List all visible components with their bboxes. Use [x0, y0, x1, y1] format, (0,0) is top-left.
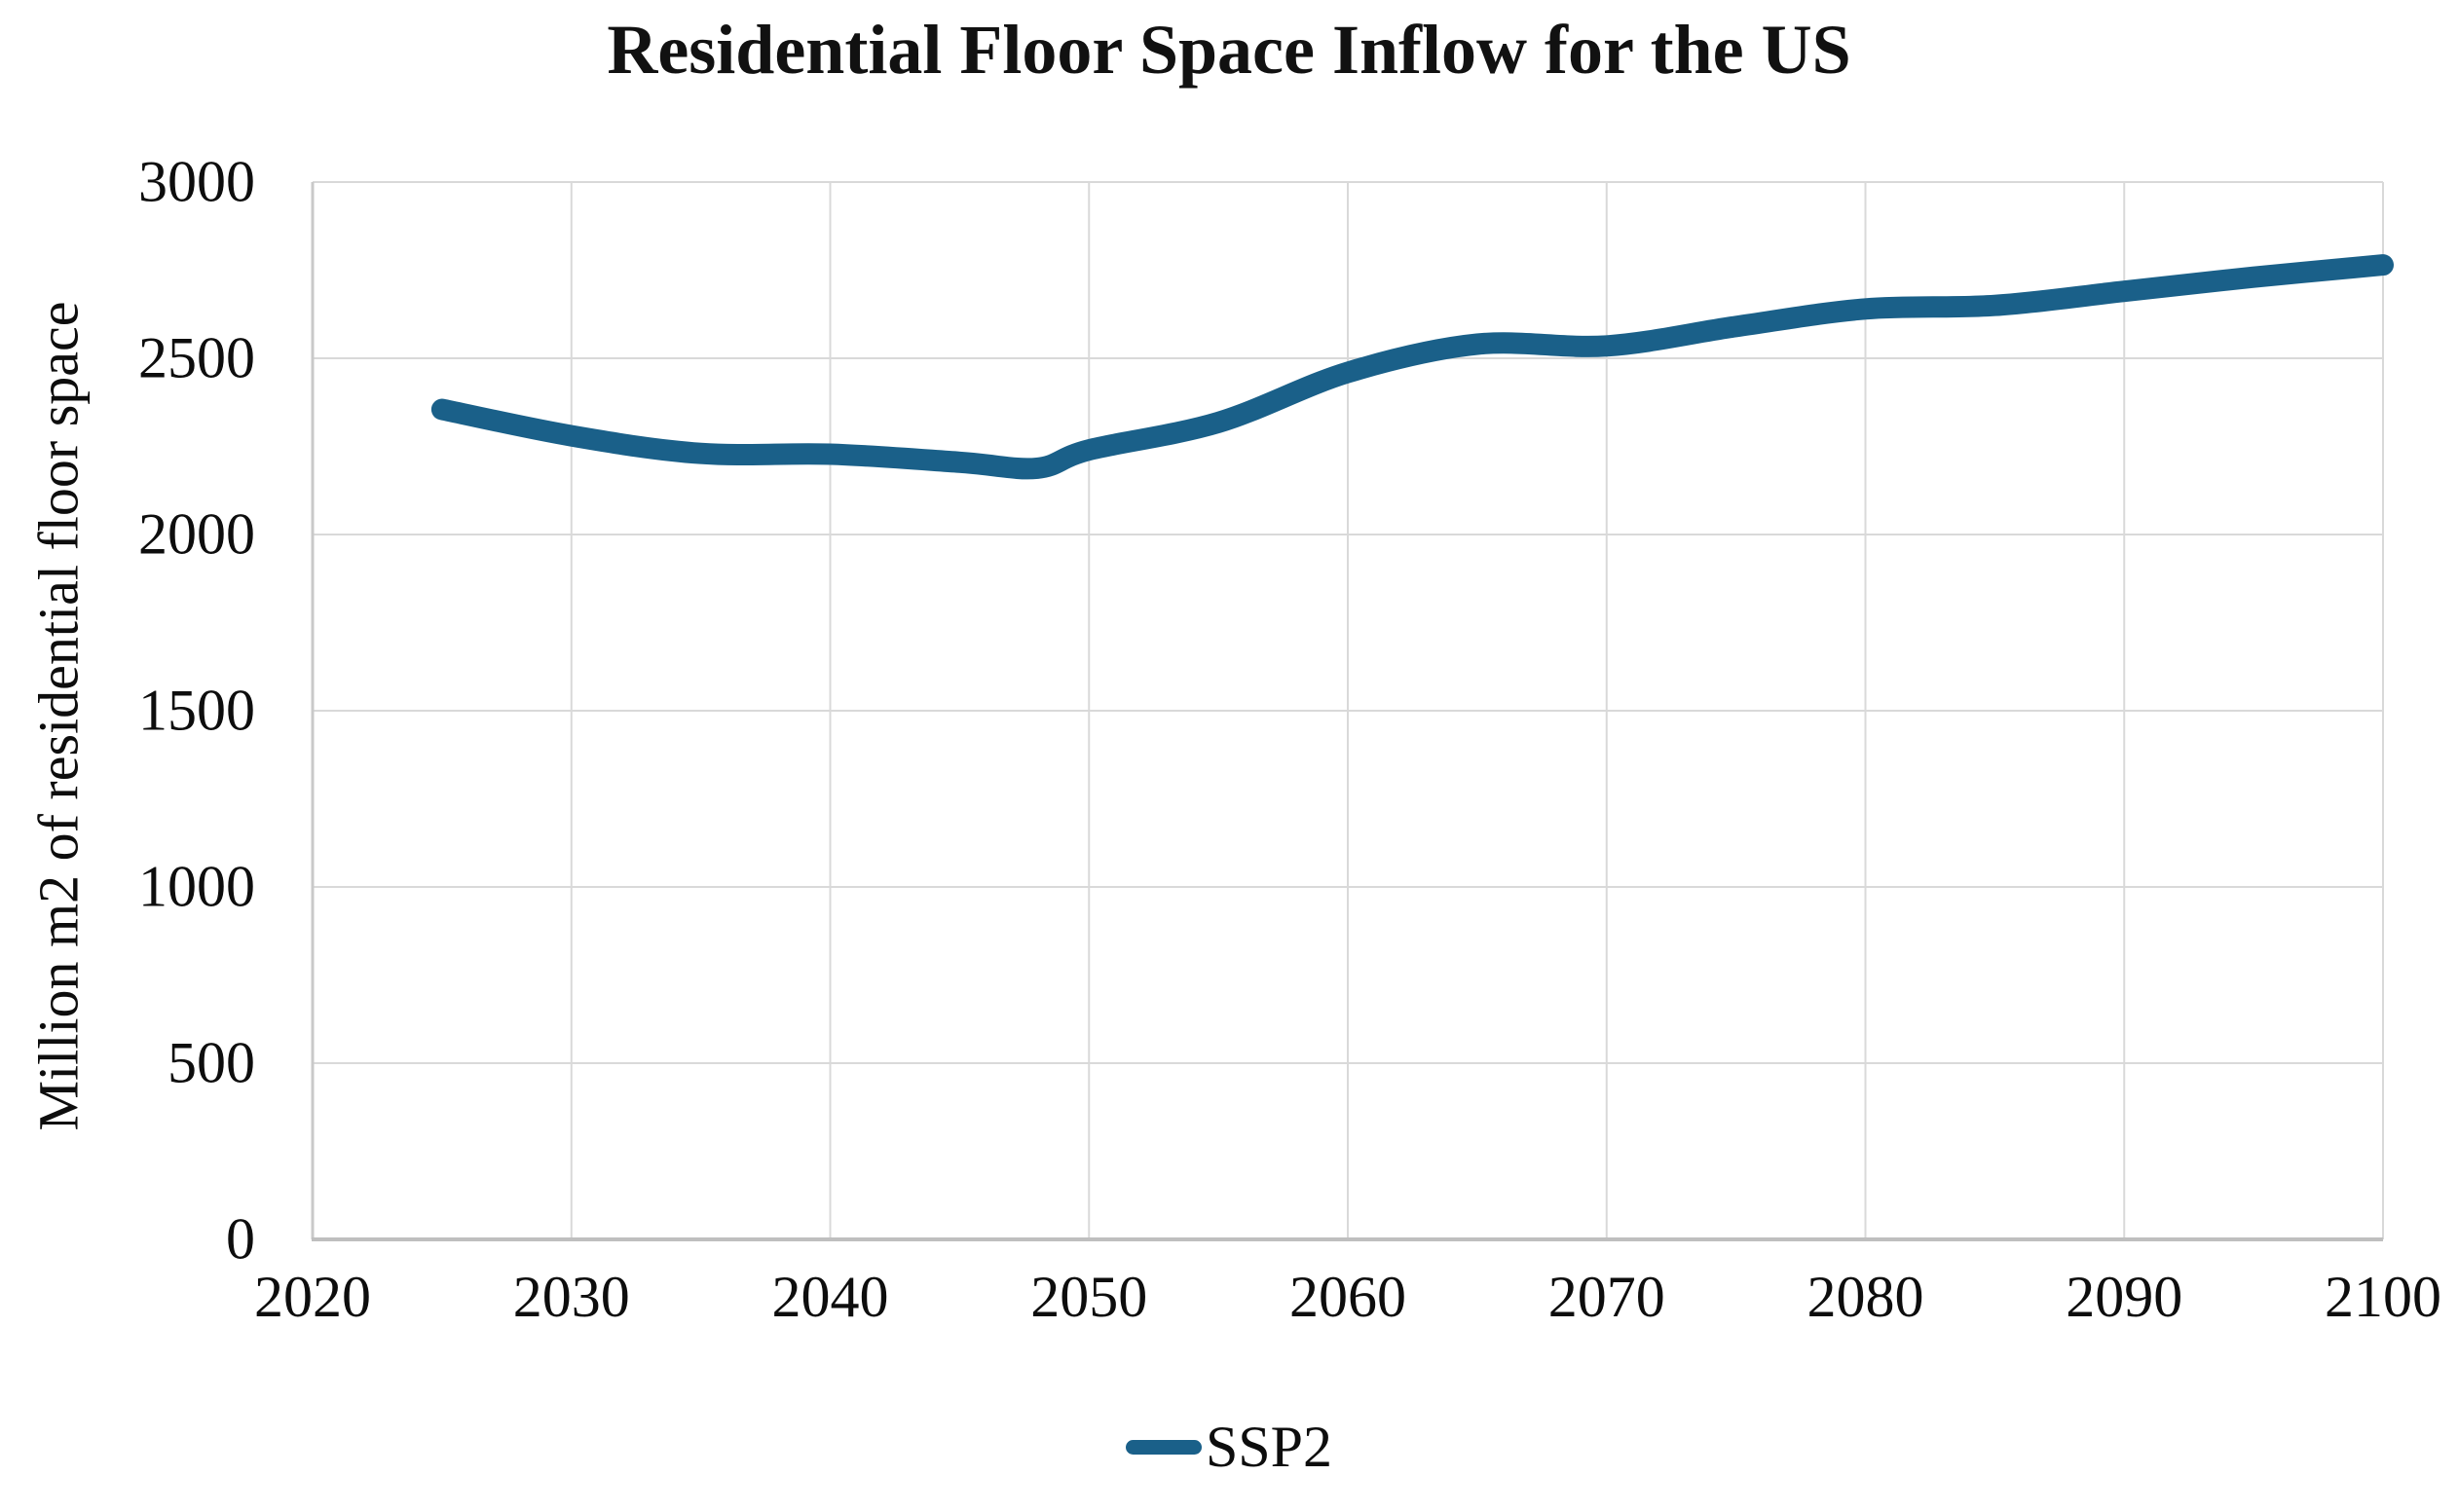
x-tick-label: 2090 — [2066, 1265, 2183, 1329]
y-tick-label: 1500 — [138, 678, 255, 743]
x-tick-label: 2040 — [771, 1265, 889, 1329]
legend-label: SSP2 — [1205, 1415, 1333, 1479]
series-line-ssp2 — [430, 254, 2394, 480]
y-tick-label: 2000 — [138, 501, 255, 567]
y-tick-label: 2500 — [138, 325, 255, 390]
chart-title: Residential Floor Space Inflow for the U… — [607, 11, 1851, 89]
y-tick-label: 3000 — [138, 149, 255, 214]
x-tick-label: 2080 — [1806, 1265, 1924, 1329]
axis-lines — [311, 182, 2383, 1241]
x-tick-label: 2020 — [254, 1265, 371, 1329]
y-tick-label: 1000 — [138, 854, 255, 919]
gridlines — [313, 181, 2384, 1239]
legend: SSP2 — [0, 1414, 2458, 1481]
x-tick-label: 2050 — [1030, 1265, 1148, 1329]
y-axis-title: Million m2 of residential floor space — [26, 301, 91, 1131]
x-tick-label: 2070 — [1547, 1265, 1665, 1329]
x-tick-label: 2100 — [2325, 1265, 2441, 1329]
x-tick-label: 2030 — [512, 1265, 630, 1329]
y-tick-label: 500 — [168, 1030, 255, 1095]
x-tick-label: 2060 — [1289, 1265, 1406, 1329]
legend-line-icon — [1125, 1440, 1202, 1455]
y-tick-label: 0 — [226, 1206, 255, 1272]
